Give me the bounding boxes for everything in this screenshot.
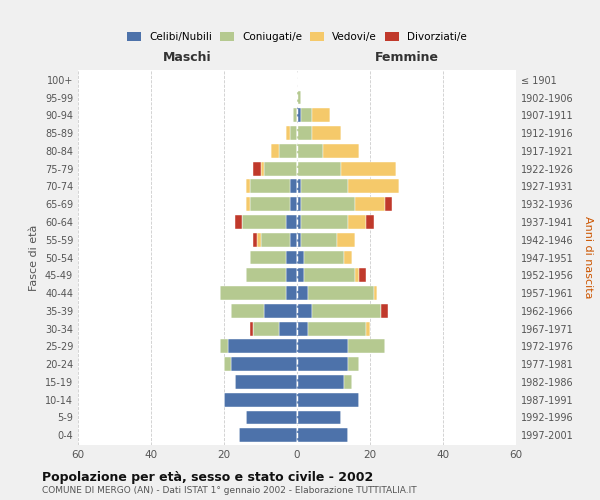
Bar bbox=[374, 286, 377, 300]
Bar bbox=[246, 180, 250, 194]
Bar bbox=[286, 250, 297, 264]
Bar bbox=[220, 286, 286, 300]
Bar bbox=[224, 357, 232, 371]
Y-axis label: Fasce di età: Fasce di età bbox=[29, 224, 39, 290]
Bar bbox=[341, 162, 395, 175]
Bar bbox=[308, 286, 374, 300]
Bar bbox=[367, 215, 374, 229]
Bar bbox=[348, 180, 399, 194]
Bar bbox=[232, 357, 297, 371]
Bar bbox=[301, 180, 348, 194]
Bar bbox=[250, 322, 253, 336]
Bar bbox=[348, 215, 367, 229]
Bar bbox=[250, 250, 286, 264]
Text: Femmine: Femmine bbox=[374, 51, 439, 64]
Bar bbox=[385, 198, 392, 211]
Bar bbox=[304, 268, 355, 282]
Bar bbox=[297, 410, 341, 424]
Bar bbox=[253, 322, 279, 336]
Bar bbox=[235, 375, 297, 389]
Bar bbox=[220, 340, 227, 353]
Bar bbox=[297, 286, 308, 300]
Bar bbox=[271, 144, 279, 158]
Bar bbox=[297, 340, 348, 353]
Bar bbox=[297, 215, 301, 229]
Bar bbox=[297, 428, 348, 442]
Bar bbox=[323, 144, 359, 158]
Bar bbox=[239, 428, 297, 442]
Bar bbox=[290, 233, 297, 246]
Bar bbox=[286, 286, 297, 300]
Bar bbox=[297, 268, 304, 282]
Bar bbox=[297, 180, 301, 194]
Bar bbox=[348, 340, 385, 353]
Bar bbox=[311, 108, 330, 122]
Bar bbox=[264, 304, 297, 318]
Bar bbox=[297, 357, 348, 371]
Bar bbox=[344, 250, 352, 264]
Bar bbox=[297, 108, 301, 122]
Bar bbox=[367, 322, 370, 336]
Bar bbox=[301, 108, 311, 122]
Bar bbox=[246, 198, 250, 211]
Y-axis label: Anni di nascita: Anni di nascita bbox=[583, 216, 593, 298]
Bar bbox=[286, 126, 290, 140]
Bar bbox=[279, 144, 297, 158]
Bar bbox=[337, 233, 355, 246]
Bar bbox=[297, 375, 344, 389]
Text: Popolazione per età, sesso e stato civile - 2002: Popolazione per età, sesso e stato civil… bbox=[42, 472, 373, 484]
Bar bbox=[250, 198, 290, 211]
Bar bbox=[381, 304, 388, 318]
Bar bbox=[308, 322, 367, 336]
Bar bbox=[297, 392, 359, 406]
Bar bbox=[297, 126, 311, 140]
Bar bbox=[297, 162, 341, 175]
Bar bbox=[297, 250, 304, 264]
Bar bbox=[290, 198, 297, 211]
Bar bbox=[297, 198, 301, 211]
Bar bbox=[297, 322, 308, 336]
Text: COMUNE DI MERGO (AN) - Dati ISTAT 1° gennaio 2002 - Elaborazione TUTTITALIA.IT: COMUNE DI MERGO (AN) - Dati ISTAT 1° gen… bbox=[42, 486, 416, 495]
Bar bbox=[355, 268, 359, 282]
Text: Maschi: Maschi bbox=[163, 51, 212, 64]
Bar bbox=[359, 268, 367, 282]
Bar bbox=[286, 215, 297, 229]
Bar bbox=[297, 304, 311, 318]
Bar bbox=[246, 268, 286, 282]
Bar bbox=[242, 215, 286, 229]
Bar bbox=[246, 410, 297, 424]
Legend: Celibi/Nubili, Coniugati/e, Vedovi/e, Divorziati/e: Celibi/Nubili, Coniugati/e, Vedovi/e, Di… bbox=[127, 32, 467, 42]
Bar bbox=[250, 180, 290, 194]
Bar bbox=[253, 233, 257, 246]
Bar bbox=[264, 162, 297, 175]
Bar bbox=[257, 233, 260, 246]
Bar bbox=[311, 126, 341, 140]
Bar bbox=[279, 322, 297, 336]
Bar bbox=[293, 108, 297, 122]
Bar bbox=[260, 233, 290, 246]
Bar bbox=[232, 304, 264, 318]
Bar bbox=[290, 180, 297, 194]
Bar bbox=[227, 340, 297, 353]
Bar bbox=[297, 144, 323, 158]
Bar bbox=[301, 233, 337, 246]
Bar bbox=[355, 198, 385, 211]
Bar bbox=[344, 375, 352, 389]
Bar bbox=[311, 304, 381, 318]
Bar bbox=[301, 215, 348, 229]
Bar bbox=[304, 250, 344, 264]
Bar bbox=[348, 357, 359, 371]
Bar bbox=[253, 162, 260, 175]
Bar bbox=[301, 198, 355, 211]
Bar bbox=[297, 233, 301, 246]
Bar bbox=[260, 162, 264, 175]
Bar bbox=[290, 126, 297, 140]
Bar bbox=[224, 392, 297, 406]
Bar bbox=[297, 90, 301, 104]
Bar bbox=[235, 215, 242, 229]
Bar bbox=[286, 268, 297, 282]
